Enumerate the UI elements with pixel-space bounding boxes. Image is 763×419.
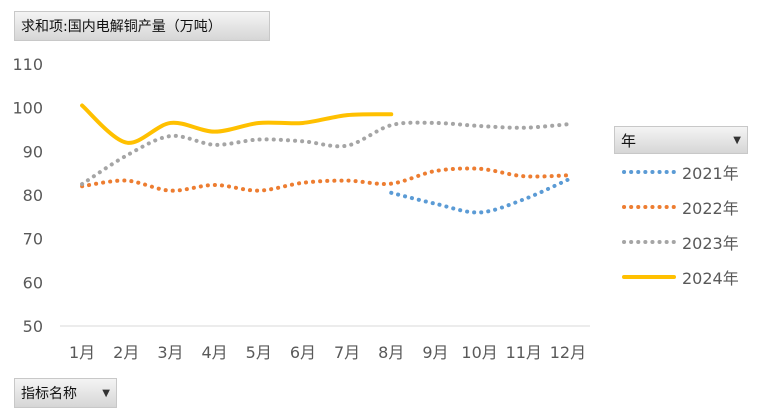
x-tick-label: 2月	[113, 343, 139, 362]
series-line-2022年	[80, 166, 570, 193]
legend: 年 ▼ 2021年 2022年 2023年 2024年	[614, 126, 748, 294]
x-tick-label: 11月	[506, 343, 542, 362]
category-field-button[interactable]: 指标名称 ▼	[14, 378, 117, 408]
legend-field-label: 年	[621, 131, 637, 150]
x-tick-label: 3月	[157, 343, 183, 362]
y-tick-label: 60	[23, 273, 43, 292]
x-tick-label: 1月	[69, 343, 95, 362]
legend-label: 2021年	[682, 163, 739, 183]
series-line-2021年	[389, 177, 570, 215]
x-axis-labels: 1月 2月 3月 4月 5月 6月 7月 8月 9月 10月 11月 12月	[69, 343, 586, 362]
legend-item: 2023年	[614, 224, 748, 259]
x-tick-label: 4月	[201, 343, 227, 362]
y-tick-label: 80	[23, 186, 43, 205]
x-tick-label: 9月	[422, 343, 448, 362]
series-line-2023年	[80, 120, 570, 187]
x-tick-label: 8月	[378, 343, 404, 362]
values-field-button[interactable]: 求和项:国内电解铜产量（万吨）	[14, 11, 270, 41]
x-tick-label: 12月	[550, 343, 586, 362]
legend-field-button[interactable]: 年 ▼	[614, 126, 748, 154]
x-tick-label: 10月	[461, 343, 497, 362]
y-tick-label: 50	[23, 317, 43, 336]
category-field-label: 指标名称	[21, 386, 77, 402]
legend-item: 2024年	[614, 259, 748, 294]
y-tick-label: 70	[23, 230, 43, 249]
legend-item: 2022年	[614, 189, 748, 224]
x-tick-label: 6月	[290, 343, 316, 362]
legend-swatch	[622, 239, 676, 244]
legend-swatch	[622, 204, 676, 209]
legend-items: 2021年 2022年 2023年 2024年	[614, 154, 748, 294]
legend-swatch	[622, 274, 676, 279]
x-tick-label: 7月	[334, 343, 360, 362]
legend-swatch	[622, 169, 676, 174]
series-line-2024年	[80, 103, 394, 145]
dropdown-arrow-icon[interactable]: ▼	[102, 387, 110, 399]
dropdown-arrow-icon[interactable]: ▼	[733, 134, 741, 146]
legend-item: 2021年	[614, 154, 748, 189]
y-tick-label: 110	[12, 55, 43, 74]
series-lines	[80, 103, 570, 215]
legend-label: 2022年	[682, 198, 739, 218]
y-tick-label: 100	[12, 99, 43, 118]
legend-label: 2023年	[682, 233, 739, 253]
y-tick-label: 90	[23, 142, 43, 161]
values-field-label: 求和项:国内电解铜产量（万吨）	[21, 19, 222, 35]
legend-label: 2024年	[682, 268, 739, 288]
y-axis-labels: 50 60 70 80 90 100 110	[12, 55, 43, 336]
x-tick-label: 5月	[246, 343, 272, 362]
